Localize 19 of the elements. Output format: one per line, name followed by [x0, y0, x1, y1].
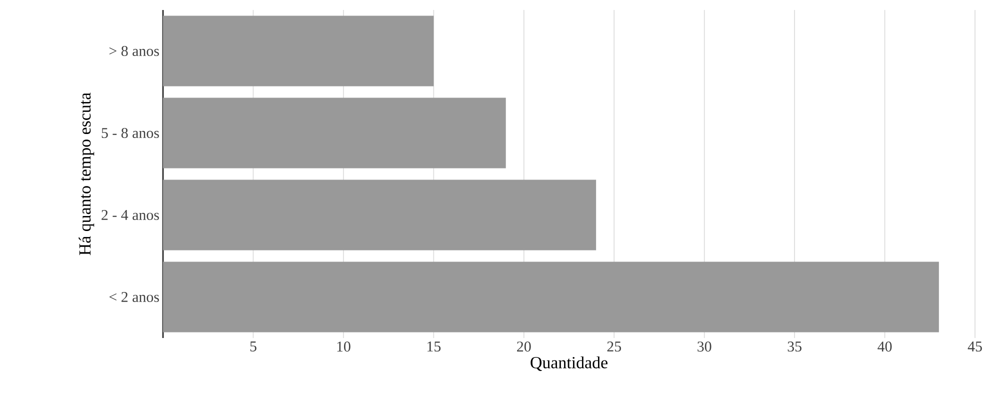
x-tick-label: 40: [878, 342, 892, 352]
y-tick-label: > 8 anos: [109, 46, 159, 56]
y-axis-title: Há quanto tempo escuta: [78, 92, 94, 256]
x-tick-label: 35: [788, 342, 802, 352]
bar: [163, 98, 506, 168]
bar: [163, 16, 434, 86]
x-axis-title: Quantidade: [530, 356, 608, 371]
x-tick-label: 15: [428, 342, 441, 352]
y-tick-label: < 2 anos: [109, 292, 159, 302]
bar: [163, 262, 939, 332]
x-tick-label: 30: [698, 342, 712, 352]
x-tick-label: 10: [337, 342, 350, 352]
x-tick-label: 20: [517, 342, 531, 352]
y-tick-label: 2 - 4 anos: [102, 210, 159, 220]
x-tick-label: 5: [250, 342, 256, 352]
bar: [163, 180, 596, 250]
x-tick-label: 45: [968, 342, 982, 352]
y-tick-label: 5 - 8 anos: [102, 128, 159, 138]
x-tick-label: 25: [607, 342, 622, 352]
